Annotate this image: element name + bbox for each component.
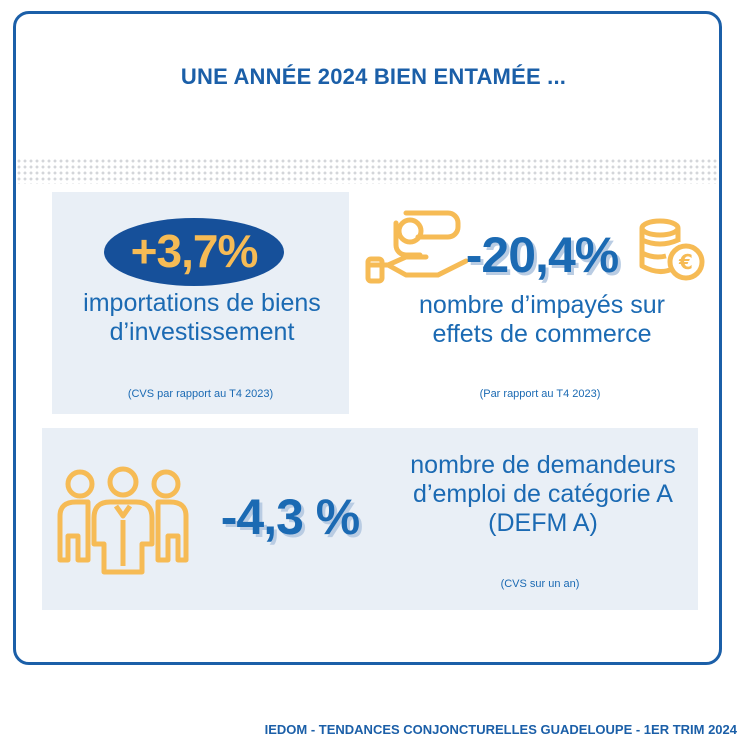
hand-coin-icon [365, 210, 469, 284]
footer-source: IEDOM - TENDANCES CONJONCTURELLES GUADEL… [264, 722, 737, 737]
dotted-divider [16, 158, 719, 184]
page-title: UNE ANNÉE 2024 BIEN ENTAMÉE ... [180, 64, 567, 89]
stat-note-imports: (CVS par rapport au T4 2023) [127, 388, 274, 400]
stat-value-imports: +3,7% [130, 225, 259, 277]
stat-note-emploi: (CVS sur un an) [500, 578, 580, 590]
coin-stack-euro-icon: € [639, 218, 705, 281]
stat-value-impayes: -20,4% [465, 227, 619, 283]
stat-note-impayes: (Par rapport au T4 2023) [479, 388, 601, 400]
stat-label-imports: importations de biens d’investissement [83, 289, 321, 346]
value-highlight-blob [104, 218, 284, 286]
stat-label-impayes: nombre d’impayés sur effets de commerce [419, 291, 665, 348]
svg-text:€: € [678, 250, 693, 274]
stat-label-emploi: nombre de demandeurs d’emploi de catégor… [410, 451, 676, 537]
stat-value-emploi: -4,3 % [220, 489, 361, 545]
people-group-icon [57, 466, 189, 575]
